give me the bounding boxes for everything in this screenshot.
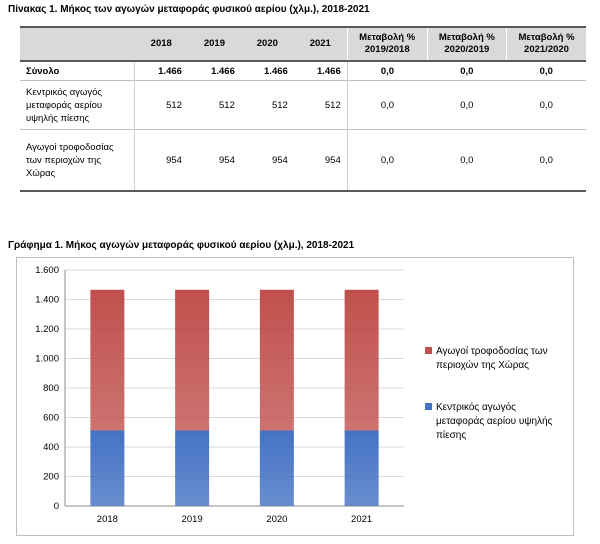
cell-change: 0,0 — [539, 65, 553, 77]
y-tick-label: 1.400 — [35, 295, 59, 306]
y-tick-label: 1.200 — [35, 324, 59, 335]
y-tick-label: 1.600 — [35, 265, 59, 276]
bar-2018-series-1 — [90, 430, 125, 506]
y-tick-label: 0 — [54, 501, 59, 512]
cell-change: 0,0 — [539, 154, 553, 166]
row-label: Κεντρικός αγωγός μεταφοράς αερίου υψηλής… — [26, 86, 103, 124]
table-row-supply-pipelines: Αγωγοί τροφοδοσίας των περιοχών της Χώρα… — [20, 129, 586, 191]
cell-value: 1.466 — [211, 65, 235, 77]
x-tick-label: 2021 — [351, 514, 372, 525]
chart-caption: Γράφημα 1. Μήκος αγωγών μεταφοράς φυσικο… — [8, 240, 355, 251]
header-2020: 2020 — [240, 27, 294, 61]
table-header-row: 2018 2019 2020 2021 Μεταβολή % 2019/2018… — [20, 27, 586, 61]
y-tick-label: 400 — [43, 442, 59, 453]
chart-frame: 0 200 400 600 800 1.000 1.200 1.400 1.600 2018 201… — [16, 257, 574, 536]
x-tick-label: 2019 — [182, 514, 203, 525]
cell-change: 0,0 — [346, 129, 428, 191]
bar-2019-series-2 — [175, 289, 210, 431]
cell-value: 1.466 — [316, 65, 341, 77]
pipeline-length-table: 2018 2019 2020 2021 Μεταβολή % 2019/2018… — [20, 26, 586, 192]
header-2021: 2021 — [293, 27, 348, 61]
cell-value: 954 — [324, 154, 341, 166]
x-tick-label: 2020 — [266, 514, 287, 525]
header-change-2021-2020: Μεταβολή % 2021/2020 — [506, 27, 586, 61]
bar-2020-series-1 — [259, 430, 294, 506]
legend-swatch — [425, 403, 432, 410]
table-row-total: Σύνολο 1.466 1.466 1.466 1.466 0,0 0,0 0… — [20, 61, 586, 81]
header-2019: 2019 — [187, 27, 241, 61]
table-caption: Πίνακας 1. Μήκος των αγωγών μεταφοράς φυ… — [8, 4, 370, 15]
row-label: Σύνολο — [26, 65, 60, 77]
cell-change: 0,0 — [460, 154, 474, 166]
bar-2019-series-1 — [175, 430, 210, 506]
cell-value: 1.466 — [134, 61, 188, 81]
cell-value: 954 — [271, 154, 288, 166]
bar-2020-series-2 — [259, 289, 294, 431]
legend-label: Αγωγοί τροφοδοσίας των περιοχών της Χώρας — [436, 345, 548, 371]
cell-value: 954 — [219, 154, 235, 166]
y-tick-label: 800 — [43, 383, 59, 394]
row-label: Αγωγοί τροφοδοσίας των περιοχών της Χώρα… — [26, 141, 114, 179]
cell-change: 0,0 — [460, 65, 474, 77]
cell-value: 512 — [134, 80, 188, 130]
legend-label: Κεντρικός αγωγός μεταφοράς αερίου υψηλής π… — [436, 401, 553, 441]
bar-2021-series-1 — [344, 430, 379, 506]
cell-value: 512 — [271, 99, 288, 111]
y-tick-label: 600 — [43, 413, 59, 424]
cell-change: 0,0 — [460, 99, 474, 111]
header-change-2019-2018: Μεταβολή % 2019/2018 — [346, 27, 428, 61]
y-tick-label: 200 — [43, 472, 59, 483]
y-tick-label: 1.000 — [35, 354, 59, 365]
cell-change: 0,0 — [346, 61, 428, 81]
table-row-central-pipeline: Κεντρικός αγωγός μεταφοράς αερίου υψηλής… — [20, 80, 586, 130]
cell-change: 0,0 — [346, 80, 428, 130]
stacked-bar-chart: 0 200 400 600 800 1.000 1.200 1.400 1.600 2018 201… — [35, 265, 553, 525]
cell-value: 512 — [219, 99, 235, 111]
legend-swatch — [425, 347, 432, 354]
cell-value: 954 — [134, 129, 188, 191]
x-tick-label: 2018 — [97, 514, 118, 525]
cell-value: 512 — [324, 99, 341, 111]
cell-change: 0,0 — [539, 99, 553, 111]
bar-2018-series-2 — [90, 289, 125, 431]
cell-value: 1.466 — [264, 65, 288, 77]
header-change-2020-2019: Μεταβολή % 2020/2019 — [426, 27, 507, 61]
header-label-col — [20, 27, 135, 61]
header-2018: 2018 — [134, 27, 188, 61]
bar-2021-series-2 — [344, 289, 379, 431]
